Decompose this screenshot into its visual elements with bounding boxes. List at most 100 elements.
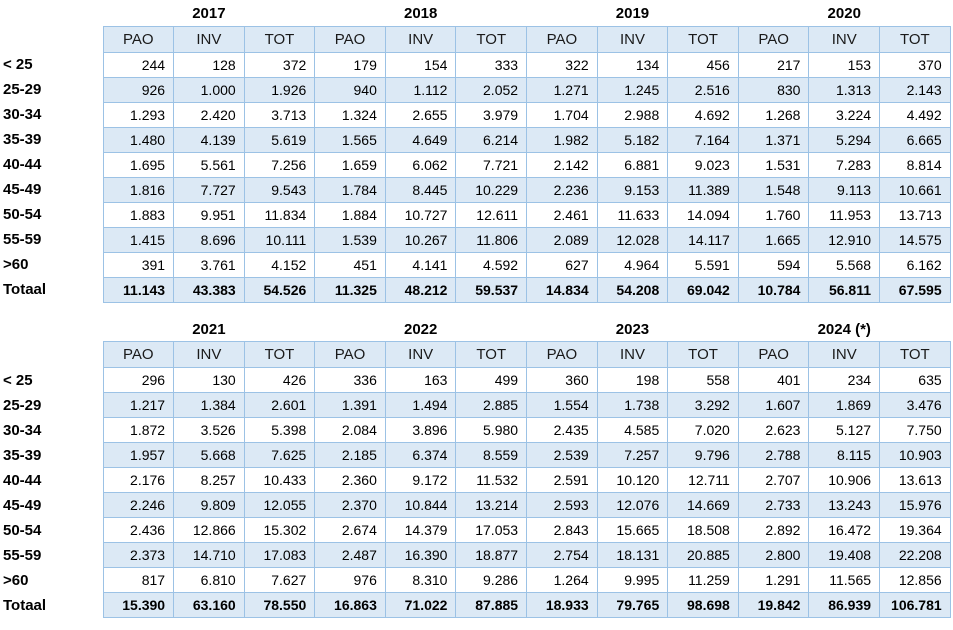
data-cell: 198 [596, 367, 669, 393]
data-cell: 59.537 [455, 276, 528, 303]
data-cell: 8.115 [808, 442, 881, 468]
table-2021-2024: 2021 2022 2023 2024 (*) PAO INV TOT PAO INV TOT PA… [0, 317, 951, 618]
data-cell: 3.292 [667, 392, 739, 418]
data-cell: 1.112 [384, 76, 457, 103]
data-cell: 12.055 [243, 492, 316, 518]
data-cell: 558 [667, 367, 739, 393]
data-cell: 2.601 [243, 392, 316, 418]
row-label: 55-59 [0, 227, 103, 252]
data-cell: 128 [173, 51, 245, 78]
data-cell: 11.532 [455, 467, 528, 493]
row-label: < 25 [0, 52, 103, 77]
year-header: 2022 [314, 317, 527, 342]
data-cell: 12.866 [173, 517, 245, 543]
column-header: PAO [314, 341, 386, 368]
data-cell: 1.384 [173, 392, 245, 418]
data-cell: 322 [526, 51, 598, 78]
data-cell: 296 [102, 367, 175, 393]
row-label: 50-54 [0, 202, 103, 227]
data-cell: 56.811 [808, 276, 881, 303]
table-row: 30-34 1.872 3.526 5.398 2.084 3.896 5.980 2.435… [0, 417, 951, 443]
data-cell: 3.979 [455, 101, 528, 128]
data-cell: 13.613 [879, 467, 951, 493]
data-cell: 12.711 [667, 467, 739, 493]
data-cell: 12.910 [808, 226, 881, 253]
data-cell: 8.445 [384, 176, 457, 203]
table-row: 25-29 926 1.000 1.926 940 1.112 2.052 1.271 1.24… [0, 76, 951, 103]
data-cell: 8.310 [384, 567, 457, 593]
data-cell: 18.508 [667, 517, 739, 543]
data-cell: 87.885 [455, 592, 528, 618]
year-header: 2019 [526, 2, 739, 26]
data-cell: 4.585 [596, 417, 669, 443]
data-cell: 8.696 [173, 226, 245, 253]
data-cell: 1.659 [314, 151, 386, 178]
data-cell: 13.243 [808, 492, 881, 518]
data-cell: 9.153 [596, 176, 669, 203]
data-cell: 499 [455, 367, 528, 393]
data-cell: 11.259 [667, 567, 739, 593]
data-cell: 1.554 [526, 392, 598, 418]
data-cell: 11.633 [596, 201, 669, 228]
data-cell: 8.559 [455, 442, 528, 468]
year-header: 2024 (*) [738, 317, 951, 342]
data-cell: 15.665 [596, 517, 669, 543]
data-cell: 5.568 [808, 251, 881, 278]
data-cell: 4.139 [173, 126, 245, 153]
data-cell: 9.286 [455, 567, 528, 593]
year-row-spacer [0, 317, 103, 342]
data-cell: 2.788 [737, 442, 810, 468]
data-cell: 627 [526, 251, 598, 278]
data-cell: 5.294 [808, 126, 881, 153]
data-cell: 10.111 [243, 226, 316, 253]
data-cell: 1.539 [314, 226, 386, 253]
data-cell: 1.695 [102, 151, 175, 178]
data-cell: 4.964 [596, 251, 669, 278]
data-cell: 6.214 [455, 126, 528, 153]
data-cell: 9.951 [173, 201, 245, 228]
table-row: 45-49 2.246 9.809 12.055 2.370 10.844 13.214 2.… [0, 492, 951, 518]
row-label: 45-49 [0, 492, 103, 518]
data-cell: 2.185 [314, 442, 386, 468]
column-header: INV [384, 25, 457, 53]
data-cell: 54.526 [243, 276, 316, 303]
row-label: 45-49 [0, 177, 103, 202]
data-cell: 134 [596, 51, 669, 78]
data-cell: 3.761 [173, 251, 245, 278]
column-header: PAO [737, 341, 810, 368]
data-cell: 2.885 [455, 392, 528, 418]
data-cell: 5.980 [455, 417, 528, 443]
data-cell: 1.293 [102, 101, 175, 128]
data-cell: 1.565 [314, 126, 386, 153]
table-row: 55-59 1.415 8.696 10.111 1.539 10.267 11.806 2.… [0, 226, 951, 253]
data-cell: 10.784 [737, 276, 810, 303]
data-cell: 5.398 [243, 417, 316, 443]
column-header: TOT [243, 25, 316, 53]
data-cell: 9.809 [173, 492, 245, 518]
data-cell: 2.143 [879, 76, 951, 103]
data-cell: 3.224 [808, 101, 881, 128]
data-cell: 2.084 [314, 417, 386, 443]
table-row: 50-54 2.436 12.866 15.302 2.674 14.379 17.053 2… [0, 517, 951, 543]
column-header: PAO [737, 25, 810, 53]
data-cell: 6.162 [879, 251, 951, 278]
data-cell: 2.142 [526, 151, 598, 178]
data-cell: 451 [314, 251, 386, 278]
data-cell: 13.713 [879, 201, 951, 228]
data-cell: 6.374 [384, 442, 457, 468]
table-row: 25-29 1.217 1.384 2.601 1.391 1.494 2.885 1.554… [0, 392, 951, 418]
data-cell: 2.892 [737, 517, 810, 543]
table-row: Totaal 11.143 43.383 54.526 11.325 48.212 59.5… [0, 276, 951, 303]
table-row: 30-34 1.293 2.420 3.713 1.324 2.655 3.979 1.704… [0, 101, 951, 128]
data-cell: 1.548 [737, 176, 810, 203]
data-cell: 2.436 [102, 517, 175, 543]
data-cell: 13.214 [455, 492, 528, 518]
data-cell: 48.212 [384, 276, 457, 303]
data-cell: 336 [314, 367, 386, 393]
column-header: TOT [243, 341, 316, 368]
data-cell: 11.806 [455, 226, 528, 253]
data-cell: 7.283 [808, 151, 881, 178]
data-cell: 22.208 [879, 542, 951, 568]
data-cell: 11.389 [667, 176, 739, 203]
row-label: < 25 [0, 367, 103, 393]
